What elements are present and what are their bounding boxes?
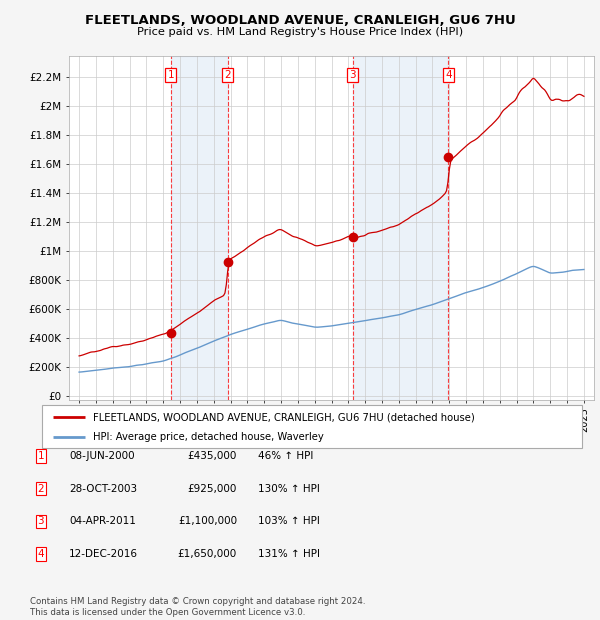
Text: £1,100,000: £1,100,000 — [178, 516, 237, 526]
Text: £925,000: £925,000 — [188, 484, 237, 494]
Text: 08-JUN-2000: 08-JUN-2000 — [69, 451, 134, 461]
Text: 46% ↑ HPI: 46% ↑ HPI — [258, 451, 313, 461]
Text: 103% ↑ HPI: 103% ↑ HPI — [258, 516, 320, 526]
Text: 1: 1 — [167, 69, 174, 79]
Text: 04-APR-2011: 04-APR-2011 — [69, 516, 136, 526]
Text: £435,000: £435,000 — [188, 451, 237, 461]
Text: FLEETLANDS, WOODLAND AVENUE, CRANLEIGH, GU6 7HU: FLEETLANDS, WOODLAND AVENUE, CRANLEIGH, … — [85, 14, 515, 27]
Bar — [170, 56, 227, 400]
Text: 3: 3 — [37, 516, 44, 526]
Text: Contains HM Land Registry data © Crown copyright and database right 2024.: Contains HM Land Registry data © Crown c… — [30, 597, 365, 606]
Text: £1,650,000: £1,650,000 — [178, 549, 237, 559]
Text: This data is licensed under the Open Government Licence v3.0.: This data is licensed under the Open Gov… — [30, 608, 305, 617]
FancyBboxPatch shape — [42, 405, 582, 448]
Text: 3: 3 — [349, 69, 356, 79]
Text: 2: 2 — [37, 484, 44, 494]
Text: 1: 1 — [37, 451, 44, 461]
Text: 131% ↑ HPI: 131% ↑ HPI — [258, 549, 320, 559]
Text: HPI: Average price, detached house, Waverley: HPI: Average price, detached house, Wave… — [94, 432, 324, 443]
Text: 2: 2 — [224, 69, 231, 79]
Text: 4: 4 — [37, 549, 44, 559]
Bar — [353, 56, 448, 400]
Text: 130% ↑ HPI: 130% ↑ HPI — [258, 484, 320, 494]
Text: 28-OCT-2003: 28-OCT-2003 — [69, 484, 137, 494]
Text: FLEETLANDS, WOODLAND AVENUE, CRANLEIGH, GU6 7HU (detached house): FLEETLANDS, WOODLAND AVENUE, CRANLEIGH, … — [94, 412, 475, 422]
Text: 4: 4 — [445, 69, 452, 79]
Text: Price paid vs. HM Land Registry's House Price Index (HPI): Price paid vs. HM Land Registry's House … — [137, 27, 463, 37]
Text: 12-DEC-2016: 12-DEC-2016 — [69, 549, 138, 559]
